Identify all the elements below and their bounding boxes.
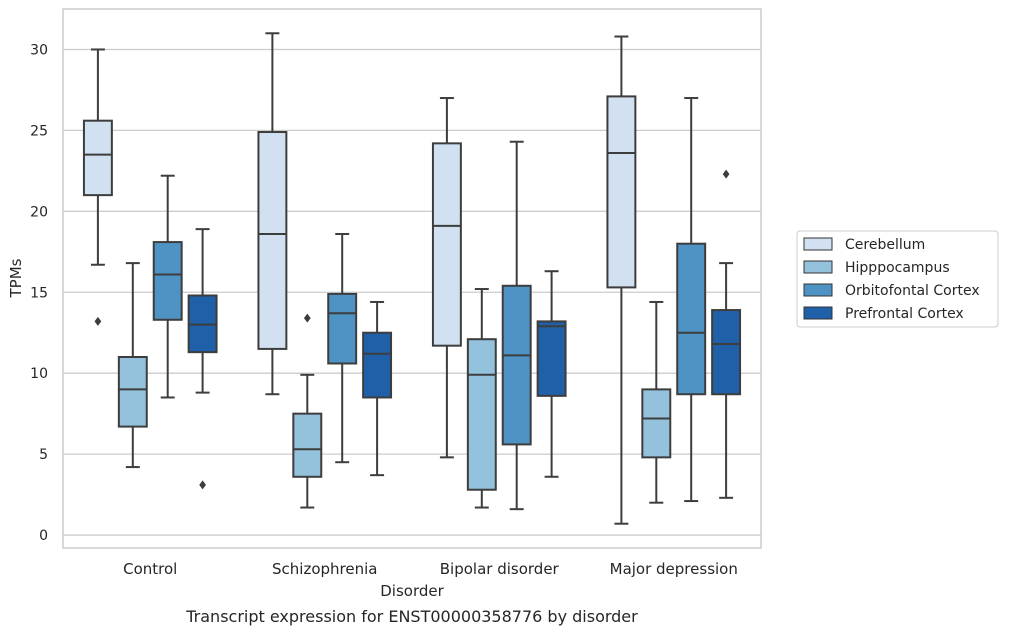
x-tick-label: Schizophrenia	[272, 560, 377, 578]
x-axis-ticks: Control Schizophrenia Bipolar disorder Majo…	[123, 560, 738, 578]
box-hipppocampus	[466, 288, 497, 509]
y-tick-label: 10	[30, 366, 48, 382]
box-iqr	[501, 284, 532, 446]
y-axis-label: TPMs	[7, 258, 25, 298]
y-axis-ticks: 0 5 10 15 20 25 30	[30, 42, 48, 544]
box-iqr	[641, 388, 672, 459]
box-hipppocampus	[117, 262, 148, 469]
box-prefrontal-cortex	[536, 270, 567, 478]
box-iqr	[431, 142, 462, 347]
outlier-point	[722, 169, 730, 179]
box-iqr	[257, 131, 288, 350]
legend-label: Prefrontal Cortex	[845, 306, 964, 322]
y-tick-label: 20	[30, 204, 48, 220]
box-iqr	[82, 119, 113, 197]
box-iqr	[606, 95, 637, 289]
box-iqr	[117, 356, 148, 428]
box-iqr	[536, 320, 567, 397]
legend-swatch	[803, 237, 833, 251]
legend-frame	[796, 230, 999, 328]
legend-swatch	[803, 306, 833, 320]
box-cerebellum	[257, 32, 288, 396]
legend-swatch	[803, 283, 833, 297]
box-prefrontal-cortex	[362, 300, 393, 477]
box-orbitofontal-cortex	[152, 174, 183, 399]
legend-label: Hipppocampus	[845, 260, 950, 276]
box-iqr	[152, 241, 183, 321]
box-prefrontal-cortex	[187, 228, 218, 490]
outlier-point	[199, 480, 206, 490]
legend-label: Cerebellum	[845, 237, 925, 253]
x-axis-label: Disorder	[380, 582, 444, 600]
box-iqr	[362, 331, 393, 399]
box-cerebellum	[431, 97, 462, 459]
outlier-point	[303, 313, 311, 323]
box-orbitofontal-cortex	[676, 97, 707, 503]
y-tick-label: 30	[30, 42, 48, 58]
outlier-point	[94, 316, 102, 326]
box-hipppocampus	[292, 313, 323, 509]
box-orbitofontal-cortex	[501, 140, 532, 511]
box-hipppocampus	[641, 300, 672, 504]
x-tick-label: Major depression	[610, 560, 738, 578]
y-tick-label: 15	[30, 285, 48, 301]
box-iqr	[466, 338, 497, 491]
box-orbitofontal-cortex	[327, 232, 358, 464]
y-tick-label: 0	[39, 528, 48, 544]
y-tick-label: 25	[30, 123, 48, 139]
legend-label: Orbitofontal Cortex	[845, 283, 980, 299]
chart-caption: Transcript expression for ENST0000035877…	[185, 607, 638, 626]
box-cerebellum	[82, 48, 113, 326]
x-tick-label: Control	[123, 560, 177, 578]
box-cerebellum	[606, 35, 637, 525]
y-tick-label: 5	[39, 447, 48, 463]
box-prefrontal-cortex	[711, 169, 742, 499]
legend: Cerebellum Hipppocampus Orbitofontal Corte…	[796, 230, 999, 328]
legend-swatch	[803, 260, 833, 274]
box-iqr	[676, 242, 707, 396]
x-tick-label: Bipolar disorder	[440, 560, 560, 578]
box-plots	[82, 32, 742, 525]
box-iqr	[327, 292, 358, 365]
box-iqr	[711, 309, 742, 396]
box-iqr	[292, 412, 323, 478]
plot-frame	[62, 8, 762, 549]
